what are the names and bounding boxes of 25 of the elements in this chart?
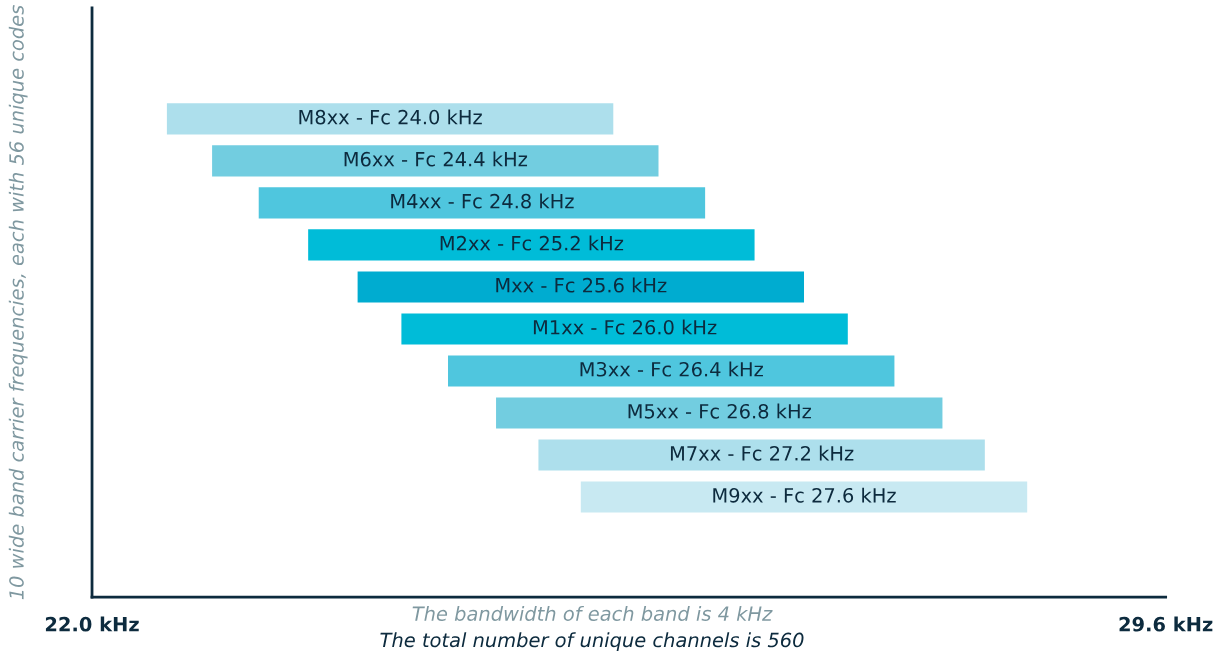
x-tick-label: 29.6 kHz [1119, 616, 1213, 632]
bar [166, 103, 614, 135]
y-tick-label: M8xx - Fc 24.0 kHz [299, 109, 482, 125]
bar [448, 355, 895, 387]
bar [212, 145, 659, 177]
bar [580, 481, 1028, 513]
y-tick-label: M7xx - Fc 27.2 kHz [670, 445, 854, 461]
text: The total number of unique channels is 560 [380, 632, 804, 652]
y-tick-label: M9xx - Fc 27.6 kHz [713, 487, 896, 503]
bar [258, 187, 706, 219]
x-tick-label: 22.0 kHz [45, 616, 139, 632]
y-tick-label: M2xx - Fc 25.2 kHz [440, 235, 624, 251]
bar [308, 229, 755, 261]
bar [401, 313, 848, 345]
y-tick-label: M5xx - Fc 26.8 kHz [628, 403, 811, 419]
y-tick-label: M6xx - Fc 24.4 kHz [344, 151, 528, 167]
y-tick-label: Mxx - Fc 25.6 kHz [496, 277, 667, 293]
y-tick-label: M3xx - Fc 26.4 kHz [580, 361, 763, 377]
bar [538, 439, 985, 471]
y-tick-label: M1xx - Fc 26.0 kHz [533, 319, 717, 335]
y-axis-title: 10 wide band carrier frequencies, each with 56 unique codes [8, 5, 28, 600]
bar [357, 271, 805, 303]
text: The bandwidth of each band is 4 kHz [412, 605, 773, 621]
bar [496, 397, 943, 429]
y-tick-label: M4xx - Fc 24.8 kHz [391, 193, 574, 209]
